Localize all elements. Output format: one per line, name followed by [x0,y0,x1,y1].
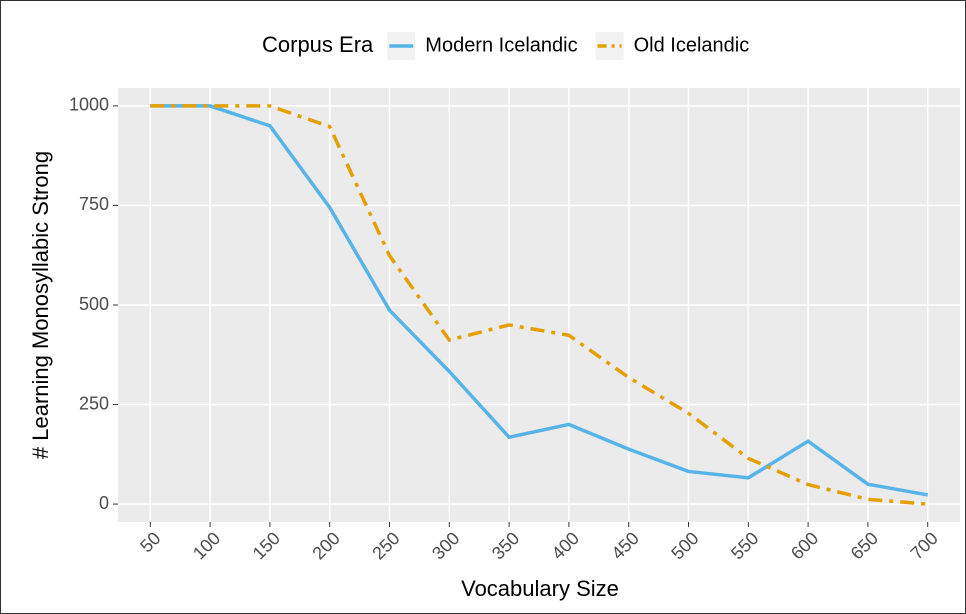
legend: Corpus Era Modern Icelandic Old Icelandic [262,32,749,60]
y-tick-label: 250 [79,393,109,413]
y-tick-label: 1000 [69,95,109,115]
x-axis-title: Vocabulary Size [461,576,619,601]
y-tick-label: 500 [79,294,109,314]
legend-label: Old Icelandic [634,34,750,56]
y-tick-label: 750 [79,194,109,214]
y-axis-title: # Learning Monosyllabic Strong [28,151,53,459]
legend-title: Corpus Era [262,32,374,57]
legend-label: Modern Icelandic [425,34,577,56]
data-line [150,104,929,497]
y-tick-label: 0 [99,493,109,513]
data-line [150,104,928,506]
